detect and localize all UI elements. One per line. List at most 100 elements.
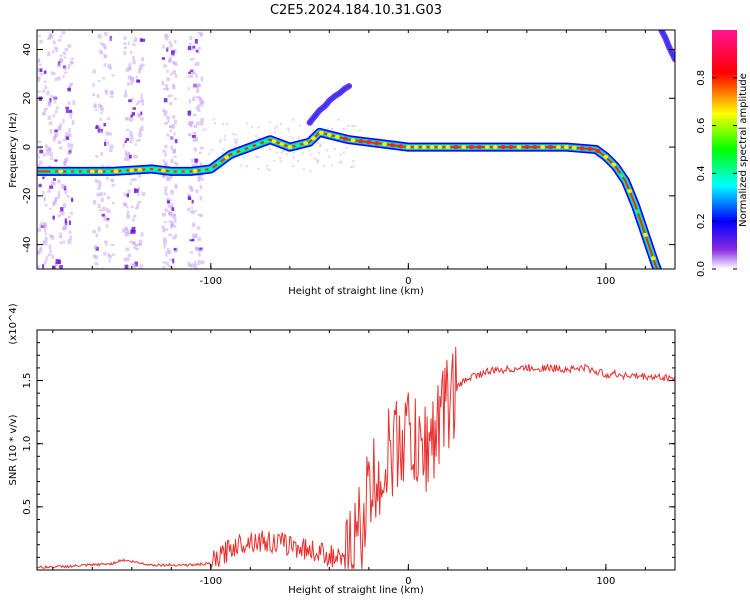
noise-speckle [130, 81, 133, 86]
noise-speckle [166, 87, 170, 91]
noise-speckle [137, 192, 140, 197]
noise-speckle [170, 204, 173, 210]
noise-speckle [43, 260, 47, 265]
noise-speckle [52, 215, 55, 220]
noise-speckle [269, 148, 272, 151]
noise-speckle [352, 160, 355, 163]
noise-speckle [129, 240, 133, 244]
noise-speckle [103, 251, 107, 256]
noise-speckle [93, 245, 98, 249]
noise-speckle [191, 164, 195, 169]
noise-speckle [52, 95, 57, 101]
noise-speckle [330, 127, 333, 130]
noise-speckle [316, 142, 319, 145]
spectral-branch [659, 30, 675, 61]
noise-speckle [163, 87, 167, 91]
noise-speckle [219, 139, 222, 142]
noise-speckle [287, 127, 290, 130]
noise-speckle [126, 128, 130, 132]
noise-speckle [193, 147, 197, 152]
noise-speckle [162, 212, 167, 217]
noise-speckle [108, 132, 113, 136]
noise-speckle [190, 47, 194, 51]
noise-speckle [170, 72, 173, 76]
noise-speckle [57, 190, 61, 195]
noise-speckle [107, 253, 111, 257]
noise-speckle [137, 243, 141, 246]
colorbar-tick-label: 0.8 [696, 70, 707, 86]
noise-speckle [46, 90, 50, 96]
noise-speckle [62, 161, 67, 166]
noise-speckle [285, 153, 288, 156]
ridge-knot [366, 140, 372, 145]
noise-speckle [337, 118, 340, 121]
noise-speckle [44, 236, 48, 242]
noise-speckle [139, 264, 144, 267]
noise-speckle [48, 34, 53, 39]
noise-speckle [161, 173, 165, 178]
noise-speckle [273, 159, 276, 162]
ridge-knot [247, 145, 253, 150]
noise-speckle [123, 93, 128, 98]
noise-speckle [63, 184, 66, 189]
noise-speckle [195, 49, 199, 53]
noise-speckle [63, 203, 67, 209]
noise-speckle [166, 47, 169, 52]
spectral-branch [308, 84, 351, 125]
noise-speckle [173, 155, 177, 158]
noise-speckle [130, 114, 133, 118]
noise-speckle [222, 123, 225, 126]
noise-speckle [37, 90, 41, 93]
noise-speckle [47, 37, 51, 40]
noise-speckle [56, 106, 59, 110]
noise-speckle [165, 228, 169, 231]
noise-speckle [127, 253, 132, 257]
noise-speckle [166, 133, 170, 137]
noise-speckle [132, 263, 137, 269]
noise-speckle [139, 128, 142, 133]
noise-speckle [123, 46, 128, 49]
noise-speckle [133, 188, 137, 193]
ridge-knot [642, 232, 648, 237]
noise-speckle [39, 160, 43, 165]
noise-speckle [99, 192, 104, 197]
noise-speckle [192, 113, 197, 117]
noise-speckle [98, 80, 101, 83]
noise-speckle [49, 249, 52, 253]
noise-speckle [57, 76, 61, 81]
ridge-knot [555, 145, 561, 150]
noise-speckle [140, 117, 144, 121]
noise-speckle [192, 238, 195, 242]
noise-speckle [170, 158, 174, 164]
noise-speckle [161, 57, 166, 60]
ridge-knot [476, 145, 482, 150]
noise-speckle [191, 199, 194, 204]
noise-speckle [170, 94, 173, 97]
noise-speckle [267, 144, 270, 147]
noise-speckle [134, 155, 138, 159]
noise-speckle [101, 164, 104, 169]
noise-speckle [42, 264, 45, 269]
ridge-knot [421, 145, 427, 150]
noise-speckle [59, 232, 63, 238]
noise-speckle [353, 124, 356, 127]
noise-speckle [174, 73, 178, 79]
noise-speckle [129, 131, 133, 136]
noise-speckle [72, 100, 76, 105]
noise-speckle [198, 151, 202, 155]
noise-speckle [161, 80, 165, 86]
noise-speckle [123, 203, 127, 207]
noise-speckle [174, 161, 178, 164]
ridge-knot [311, 136, 317, 141]
ridge-knot [208, 167, 214, 172]
ridge-knot [160, 168, 166, 173]
noise-speckle [71, 61, 74, 65]
snr-series-line [37, 346, 675, 569]
noise-speckle [131, 112, 135, 116]
noise-speckle [301, 152, 304, 155]
noise-speckle [111, 201, 115, 205]
noise-speckle [44, 144, 48, 147]
noise-speckle [40, 225, 45, 228]
noise-speckle [133, 245, 137, 249]
noise-speckle [68, 150, 72, 154]
